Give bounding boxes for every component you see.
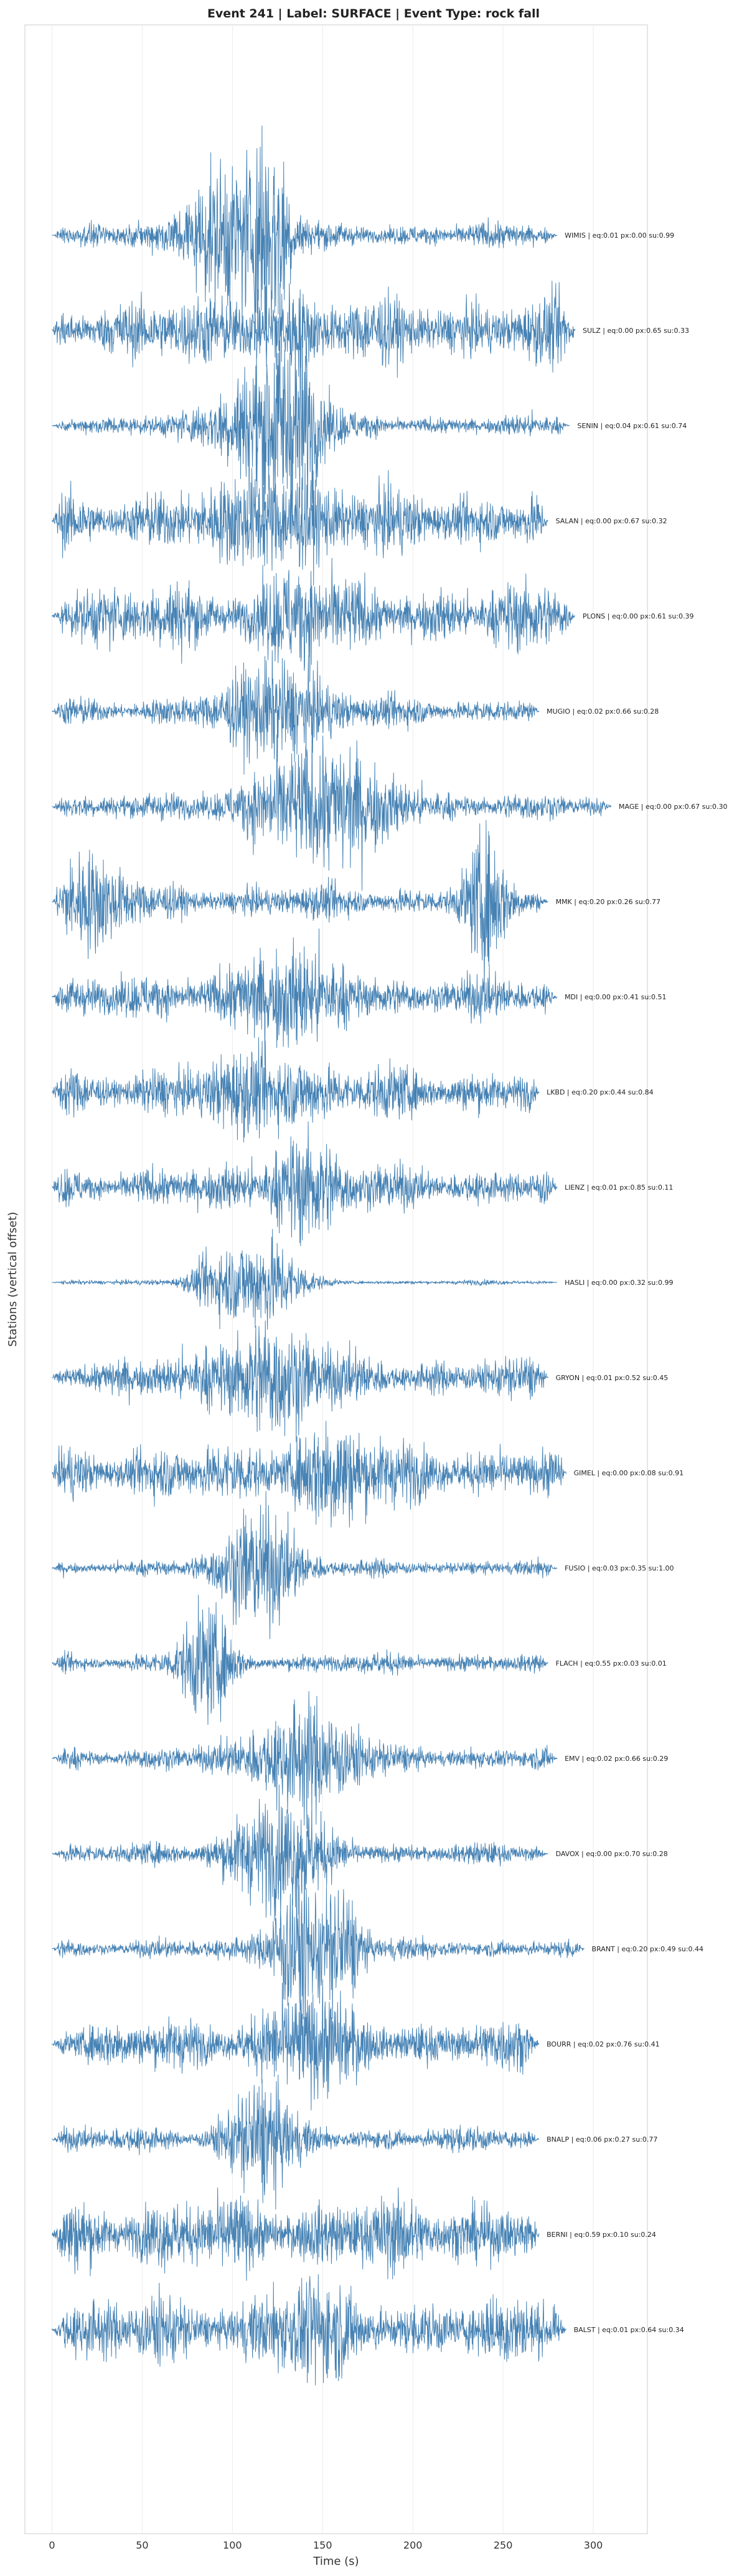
- station-label: WIMIS | eq:0.01 px:0.00 su:0.99: [565, 231, 674, 240]
- station-label: FUSIO | eq:0.03 px:0.35 su:1.00: [565, 1564, 674, 1572]
- station-label: GRYON | eq:0.01 px:0.52 su:0.45: [556, 1374, 669, 1382]
- station-trace: [52, 125, 558, 352]
- x-tick-label: 0: [49, 2539, 55, 2551]
- station-trace: [52, 281, 576, 378]
- station-label: SENIN | eq:0.04 px:0.61 su:0.74: [577, 422, 687, 430]
- station-trace: [52, 819, 548, 994]
- station-trace: [52, 2074, 540, 2210]
- station-trace: [52, 928, 558, 1066]
- x-tick-label: 250: [494, 2539, 513, 2551]
- station-label: GIMEL | eq:0.00 px:0.08 su:0.91: [574, 1469, 684, 1477]
- station-trace: [52, 463, 548, 586]
- station-label: DAVOX | eq:0.00 px:0.70 su:0.28: [556, 1850, 668, 1858]
- x-tick-label: 300: [584, 2539, 603, 2551]
- station-trace: [52, 1320, 548, 1442]
- station-label: BRANT | eq:0.20 px:0.49 su:0.44: [592, 1945, 703, 1953]
- station-label: SULZ | eq:0.00 px:0.65 su:0.33: [583, 327, 689, 335]
- y-axis-label: Stations (vertical offset): [6, 1212, 19, 1347]
- station-trace: [52, 1421, 567, 1528]
- station-trace: [52, 1979, 540, 2111]
- station-label: LKBD | eq:0.20 px:0.44 su:0.84: [547, 1088, 654, 1096]
- x-tick-label: 200: [403, 2539, 423, 2551]
- station-label: MMK | eq:0.20 px:0.26 su:0.77: [556, 898, 660, 906]
- x-tick-label: 150: [313, 2539, 332, 2551]
- x-tick-label: 50: [136, 2539, 148, 2551]
- waveform-traces: [52, 125, 612, 2386]
- station-trace: [52, 1785, 548, 1921]
- station-trace: [52, 1855, 585, 2022]
- x-axis-label: Time (s): [312, 2555, 359, 2568]
- plot-area: [24, 24, 648, 2534]
- station-label: HASLI | eq:0.00 px:0.32 su:0.99: [565, 1279, 673, 1287]
- station-label: BOURR | eq:0.02 px:0.76 su:0.41: [547, 2040, 660, 2048]
- station-trace: [52, 1691, 558, 1829]
- station-trace: [52, 1121, 558, 1246]
- station-trace: [52, 723, 612, 891]
- station-label: BALST | eq:0.01 px:0.64 su:0.34: [574, 2326, 684, 2334]
- station-labels: WIMIS | eq:0.01 px:0.00 su:0.99 SULZ | eq…: [547, 231, 727, 2334]
- station-trace: [52, 1229, 558, 1330]
- station-trace: [52, 1595, 548, 1725]
- station-label: EMV | eq:0.02 px:0.66 su:0.29: [565, 1755, 668, 1763]
- station-label: BERNI | eq:0.59 px:0.10 su:0.24: [547, 2231, 656, 2239]
- station-label: SALAN | eq:0.00 px:0.67 su:0.32: [556, 517, 667, 525]
- station-trace: [52, 1491, 558, 1640]
- station-label: BNALP | eq:0.06 px:0.27 su:0.77: [547, 2135, 657, 2144]
- station-trace: [52, 2274, 567, 2386]
- station-trace: [52, 2187, 540, 2281]
- station-label: LIENZ | eq:0.01 px:0.85 su:0.11: [565, 1183, 673, 1192]
- station-label: MAGE | eq:0.00 px:0.67 su:0.30: [619, 803, 728, 811]
- station-trace: [52, 558, 576, 682]
- station-label: MUGIO | eq:0.02 px:0.66 su:0.28: [547, 707, 659, 716]
- station-trace: [52, 314, 570, 549]
- station-trace: [52, 1037, 540, 1143]
- station-trace: [52, 650, 540, 775]
- x-axis-ticks: 0 50 100 150 200 250 300: [49, 2539, 603, 2551]
- chart-title: Event 241 | Label: SURFACE | Event Type:…: [207, 7, 540, 21]
- station-label: FLACH | eq:0.55 px:0.03 su:0.01: [556, 1659, 667, 1668]
- x-tick-label: 100: [223, 2539, 242, 2551]
- station-label: PLONS | eq:0.00 px:0.61 su:0.39: [583, 612, 693, 620]
- station-label: MDI | eq:0.00 px:0.41 su:0.51: [565, 993, 666, 1001]
